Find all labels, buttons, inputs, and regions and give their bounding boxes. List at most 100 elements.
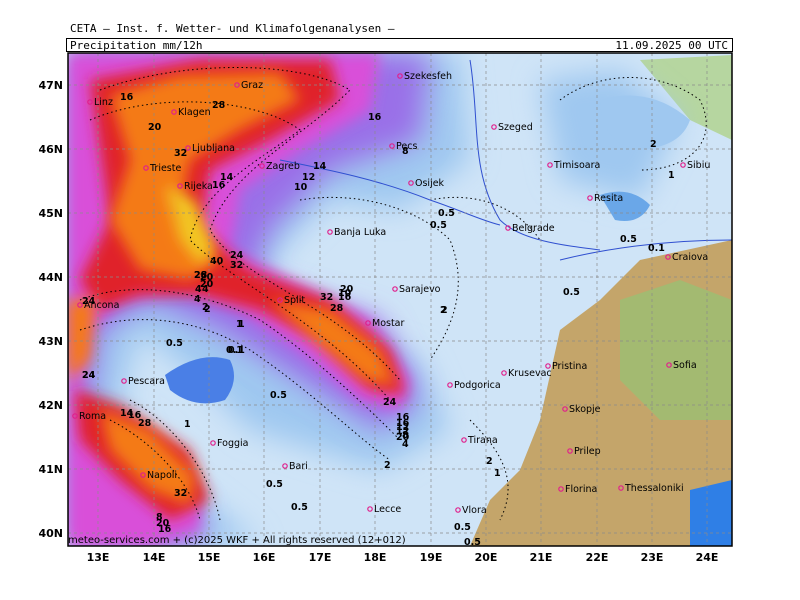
- contour-value-label: 32: [320, 292, 333, 303]
- lon-label: 21E: [530, 551, 553, 564]
- contour-value-label: 16: [212, 180, 226, 191]
- contour-value-label: 20: [156, 518, 170, 529]
- forecast-datetime: 11.09.2025 00 UTC: [615, 39, 728, 52]
- city-name: Ancona: [84, 300, 119, 311]
- city-name: Prilep: [574, 446, 601, 457]
- contour-value-label: 14: [313, 161, 327, 172]
- city-marker: Belgrade: [505, 223, 555, 234]
- city-marker: Podgorica: [447, 380, 501, 391]
- contour-value-label: 0.5: [266, 479, 283, 490]
- contour-value-label: 16: [158, 524, 172, 535]
- city-name: Foggia: [217, 438, 248, 449]
- contour-value-label: 4: [402, 439, 409, 450]
- city-name: Trieste: [149, 163, 181, 174]
- city-dot-icon: [666, 362, 672, 368]
- city-marker: Graz: [234, 80, 263, 91]
- contour-value-label: 14: [220, 172, 234, 183]
- contour-value-label: 4: [202, 284, 209, 295]
- lon-label: 20E: [475, 551, 498, 564]
- contour-value-label: 20: [340, 284, 354, 295]
- lon-label: 18E: [364, 551, 387, 564]
- city-marker: Skopje: [562, 404, 601, 415]
- city-marker: Pristina: [545, 361, 587, 372]
- city-name: Pristina: [552, 361, 587, 372]
- city-name: Vlora: [462, 505, 487, 516]
- city-marker: Osijek: [408, 178, 445, 189]
- lat-label: 47N: [38, 79, 63, 92]
- city-dot-icon: [121, 378, 127, 384]
- contour-value-label: 24: [82, 296, 96, 307]
- contour-value-label: 20: [148, 122, 162, 133]
- precip-veryheavy: [68, 72, 395, 505]
- contour-value-label: 0.5: [563, 287, 580, 298]
- variable-label: Precipitation mm/12h: [70, 39, 203, 52]
- map-field: Szekesfeh Graz Linz Klagen Szeged Pecs Ljublja…: [68, 53, 732, 548]
- city-marker: Szekesfeh: [397, 71, 452, 82]
- contour-value-label: 0.5: [464, 537, 481, 548]
- city-marker: Foggia: [210, 438, 248, 449]
- terrain-north: [640, 55, 732, 140]
- city-dot-icon: [618, 485, 624, 491]
- lon-label: 15E: [198, 551, 221, 564]
- contour-value-label: 0.5: [291, 502, 308, 513]
- city-marker: Banja Luka: [327, 227, 386, 238]
- city-dot-icon: [77, 302, 83, 308]
- city-marker: Craiova: [665, 252, 708, 263]
- city-dot-icon: [282, 463, 288, 469]
- city-dot-icon: [277, 297, 283, 303]
- contour-value-label: 28: [212, 100, 226, 111]
- contour-value-label: 24: [82, 370, 96, 381]
- contour-value-label: 32: [174, 488, 187, 499]
- contour-value-label: 20: [200, 279, 214, 290]
- lon-label: 14E: [143, 551, 166, 564]
- gridlines: [68, 53, 732, 546]
- city-marker: Bari: [282, 461, 308, 472]
- contour-value-label: 1: [184, 419, 191, 430]
- contour-value-label: 1: [238, 319, 245, 330]
- contour-value-label: 0.1: [648, 243, 665, 254]
- city-name: Thessaloniki: [624, 483, 684, 494]
- city-dot-icon: [587, 195, 593, 201]
- city-dot-icon: [389, 143, 395, 149]
- city-dot-icon: [545, 363, 551, 369]
- city-marker: Rijeka: [177, 181, 213, 192]
- terrain-lowland: [620, 280, 732, 420]
- contour-value-label: 0.5: [430, 220, 447, 231]
- city-marker: Florina: [558, 484, 597, 495]
- contour-value-label: 1: [236, 319, 243, 330]
- city-dot-icon: [392, 286, 398, 292]
- city-marker: Prilep: [567, 446, 601, 457]
- lat-label: 42N: [38, 399, 63, 412]
- low-pocket-north: [600, 95, 690, 150]
- city-dot-icon: [397, 73, 403, 79]
- lon-label: 17E: [309, 551, 332, 564]
- lat-label: 43N: [38, 335, 63, 348]
- city-marker: Split: [277, 295, 305, 306]
- city-dot-icon: [87, 99, 93, 105]
- latitude-axis: 47N 46N 45N 44N 43N 42N 41N 40N: [38, 79, 63, 540]
- contour-value-label: 10: [338, 288, 352, 299]
- contour-value-label: 0.5: [270, 390, 287, 401]
- contour-value-label: 8: [402, 430, 409, 441]
- contour-value-label: 2: [204, 304, 211, 315]
- city-name: Zagreb: [266, 161, 300, 172]
- contour-value-label: 0.1: [226, 345, 243, 356]
- city-marker: Lecce: [367, 504, 401, 515]
- lat-label: 44N: [38, 271, 63, 284]
- footer-credit: meteo-services.com + (c)2025 WKF + All r…: [68, 535, 355, 546]
- low-pocket: [600, 191, 650, 221]
- contour-value-label: 16: [120, 92, 134, 103]
- contour-value-label: 1: [494, 468, 501, 479]
- contour-value-label: 10: [294, 182, 308, 193]
- city-marker: Ljubljana: [185, 143, 235, 154]
- contour-value-label: 4: [195, 284, 202, 295]
- city-marker: Sibiu: [680, 160, 710, 171]
- city-dot-icon: [501, 370, 507, 376]
- contour-value-label: 28: [194, 270, 208, 281]
- contour-value-label: 28: [330, 303, 344, 314]
- contour-value-label: 2: [486, 456, 493, 467]
- footer: meteo-services.com + (c)2025 WKF + All r…: [68, 535, 406, 546]
- city-name: Krusevac: [508, 368, 552, 379]
- city-name: Resita: [594, 193, 623, 204]
